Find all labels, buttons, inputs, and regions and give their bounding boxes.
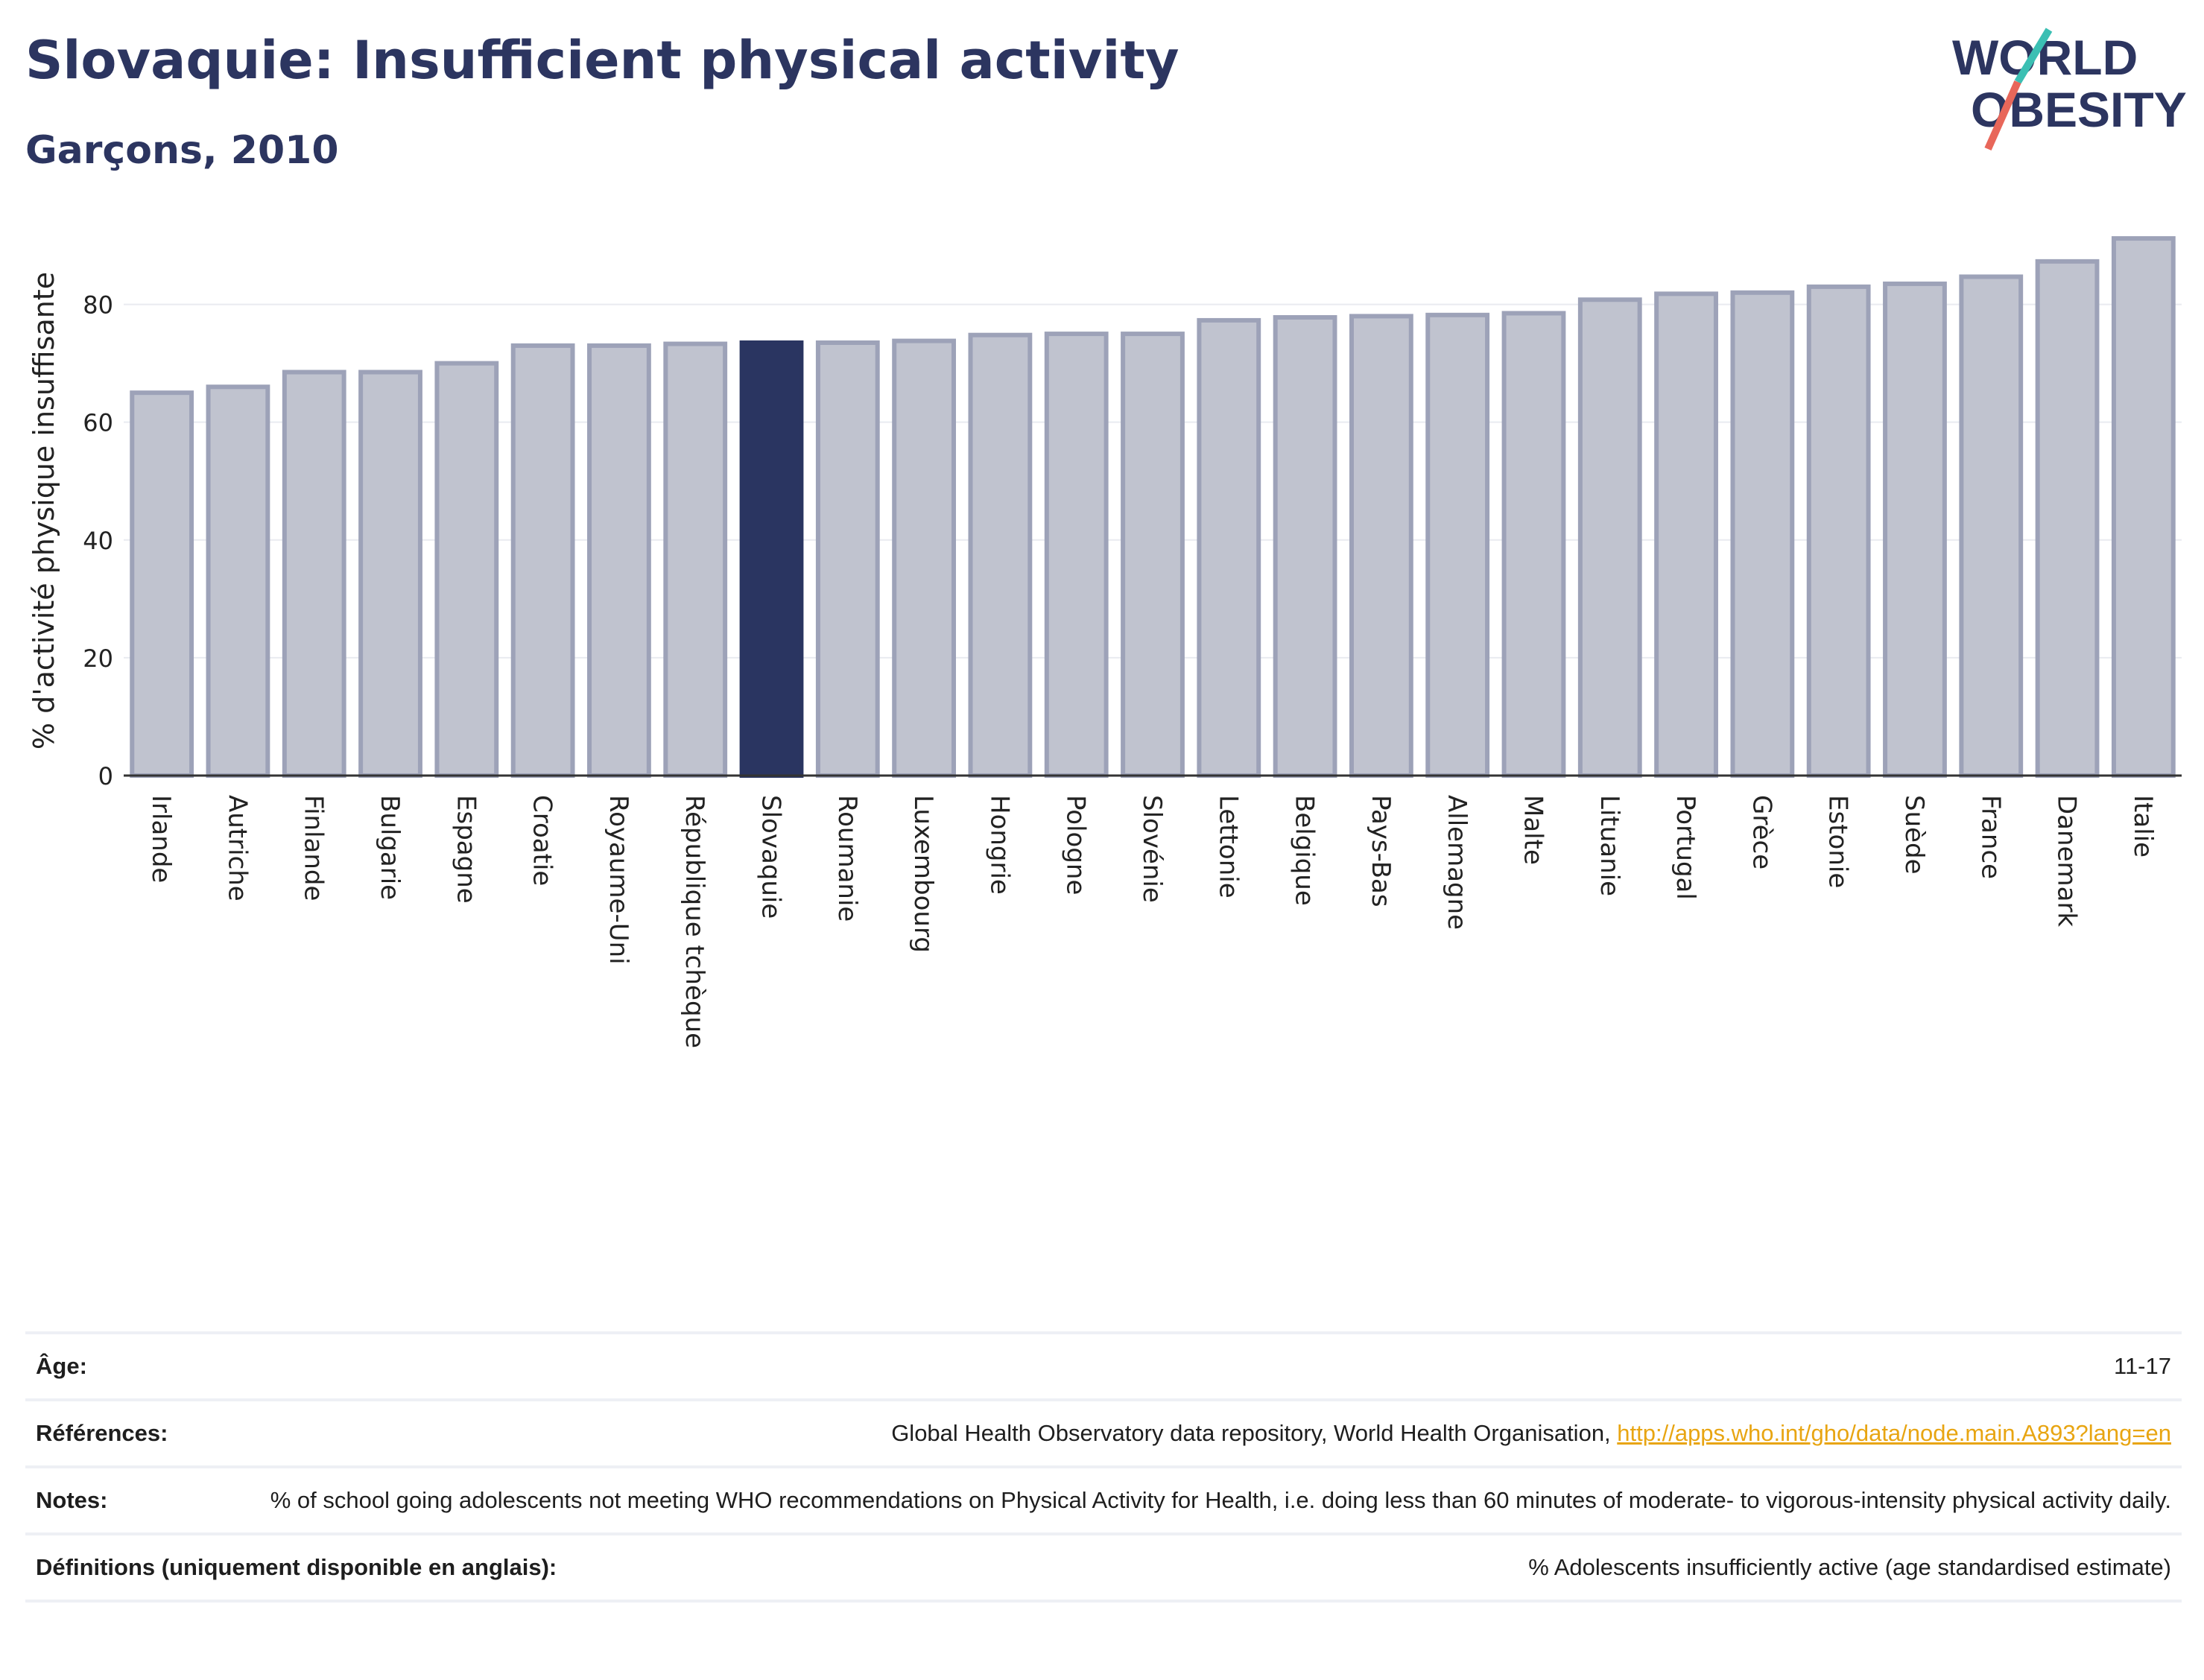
world-obesity-logo: WORLD OBESITY: [1952, 28, 2187, 151]
meta-row-age: Âge: 11-17: [25, 1331, 2182, 1398]
bar-chart: 0 20 40 60 80 Irlande Autriche Finlande Bulgari…: [28, 236, 2182, 1048]
x-tick-label: Allemagne: [1442, 795, 1472, 930]
bar-suède: [1883, 281, 1947, 778]
x-tick-labels: Irlande Autriche Finlande Bulgarie Espagne Cr…: [146, 795, 2158, 1048]
age-label: Âge:: [36, 1353, 87, 1379]
x-tick-label: Suède: [1899, 795, 1929, 875]
references-link[interactable]: http://apps.who.int/gho/data/node.main.A…: [1617, 1420, 2171, 1446]
x-tick-label: Roumanie: [832, 795, 862, 922]
bar-estonie: [1806, 284, 1871, 778]
x-tick-label: Luxembourg: [908, 795, 938, 953]
x-tick-label: Slovaquie: [756, 795, 786, 919]
y-tick-labels: 0 20 40 60 80: [83, 291, 113, 790]
x-tick-label: Portugal: [1671, 795, 1700, 900]
references-value: Global Health Observatory data repositor…: [557, 1418, 2182, 1449]
x-tick-label: Royaume-Uni: [604, 795, 633, 965]
bar-république-tchèque: [663, 341, 728, 779]
x-tick-label: Danemark: [2052, 795, 2082, 927]
meta-row-definitions: Définitions (uniquement disponible en an…: [25, 1532, 2182, 1603]
x-tick-label: Grèce: [1747, 795, 1776, 869]
bar-danemark: [2035, 259, 2100, 778]
bar-royaume-uni: [587, 343, 651, 779]
bar-france: [1959, 274, 2024, 779]
x-tick-label: Lituanie: [1595, 795, 1624, 896]
bar-allemagne: [1425, 312, 1490, 778]
bar-roumanie: [815, 340, 880, 779]
bar-slovaquie: [739, 340, 804, 779]
bar-slovénie: [1121, 332, 1185, 778]
x-tick-label: Pologne: [1061, 795, 1091, 895]
bar-finlande: [282, 370, 346, 778]
bar-luxembourg: [892, 338, 957, 779]
x-tick-label: Belgique: [1290, 795, 1320, 906]
y-tick-label: 40: [83, 527, 113, 555]
bar-portugal: [1654, 291, 1718, 778]
x-tick-label: Finlande: [299, 795, 329, 901]
meta-row-references: Références: Global Health Observatory da…: [25, 1398, 2182, 1465]
bar-pays-bas: [1349, 314, 1413, 778]
bar-italie: [2111, 236, 2176, 779]
bar-pologne: [1044, 332, 1109, 778]
x-tick-label: Malte: [1518, 795, 1548, 865]
bar-grèce: [1730, 290, 1795, 778]
x-tick-label: République tchèque: [680, 795, 709, 1048]
bar-hongrie: [968, 332, 1033, 778]
x-tick-label: Hongrie: [984, 795, 1014, 895]
x-tick-label: Autriche: [222, 795, 252, 901]
bars: [130, 236, 2176, 779]
notes-label: Notes:: [36, 1487, 108, 1513]
y-tick-label: 60: [83, 409, 113, 437]
page-subtitle: Garçons, 2010: [25, 128, 339, 173]
x-tick-label: Slovénie: [1137, 795, 1167, 903]
bar-lituanie: [1577, 297, 1642, 778]
x-tick-label: Italie: [2128, 795, 2158, 858]
x-tick-label: Pays-Bas: [1366, 795, 1396, 907]
definitions-label: Définitions (uniquement disponible en an…: [36, 1554, 557, 1580]
metadata-table: Âge: 11-17 Références: Global Health Obs…: [25, 1331, 2182, 1603]
y-tick-label: 0: [98, 762, 113, 790]
definitions-value: % Adolescents insufficiently active (age…: [1528, 1554, 2171, 1580]
bar-bulgarie: [358, 370, 422, 778]
x-tick-label: Irlande: [146, 795, 176, 883]
x-tick-label: Estonie: [1823, 795, 1853, 888]
bar-espagne: [434, 361, 499, 778]
bar-irlande: [130, 390, 194, 778]
references-label: Références:: [36, 1420, 168, 1446]
x-tick-label: France: [1975, 795, 2005, 879]
bar-malte: [1501, 311, 1566, 778]
bar-belgique: [1273, 314, 1337, 778]
x-tick-label: Espagne: [451, 795, 481, 904]
bar-autriche: [206, 384, 270, 778]
page-title: Slovaquie: Insufficient physical activit…: [25, 30, 1179, 91]
y-tick-label: 20: [83, 644, 113, 673]
x-tick-label: Bulgarie: [375, 795, 405, 900]
notes-value: % of school going adolescents not meetin…: [270, 1487, 2171, 1513]
y-axis-label: % d'activité physique insuffisante: [28, 272, 60, 749]
x-tick-label: Croatie: [528, 795, 557, 886]
bar-croatie: [510, 343, 575, 779]
meta-row-notes: Notes: % of school going adolescents not…: [25, 1465, 2182, 1532]
y-tick-label: 80: [83, 291, 113, 320]
x-tick-label: Lettonie: [1213, 795, 1243, 898]
age-value: 11-17: [2114, 1353, 2171, 1379]
bar-lettonie: [1197, 317, 1261, 778]
references-text: Global Health Observatory data repositor…: [891, 1420, 1618, 1446]
